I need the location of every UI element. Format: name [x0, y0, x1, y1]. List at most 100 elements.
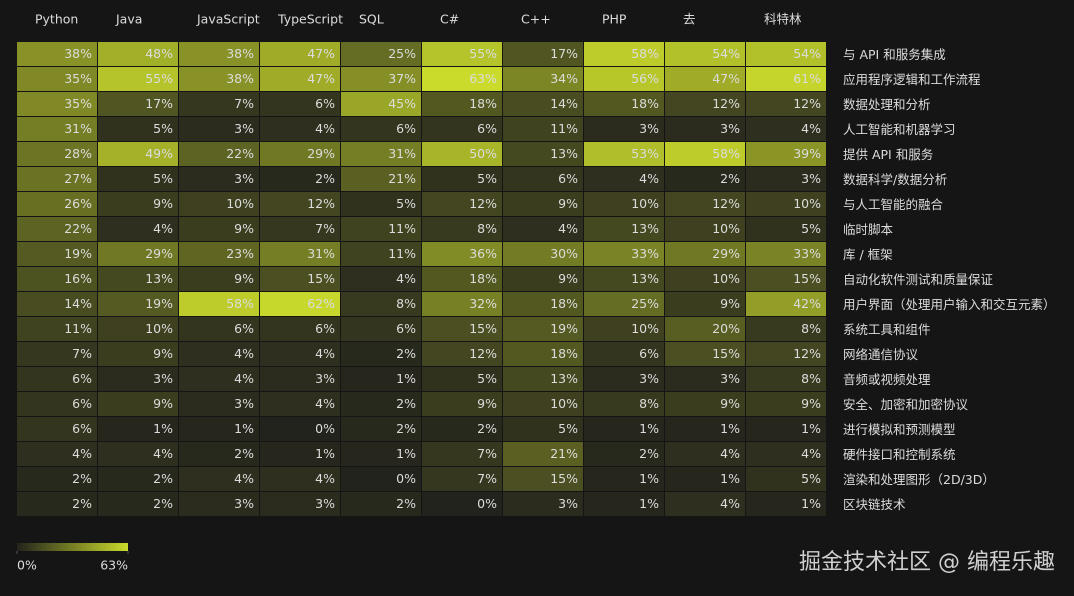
- cell-label: 15%: [712, 346, 740, 361]
- cell: [503, 467, 583, 491]
- cell: [665, 217, 745, 241]
- cell-label: 18%: [469, 271, 497, 286]
- cell: [665, 142, 745, 166]
- cell: [584, 67, 664, 91]
- cell: [746, 367, 826, 391]
- cell-label: 3%: [315, 496, 335, 511]
- cell: [98, 242, 178, 266]
- cell-label: 3%: [234, 396, 254, 411]
- cell-label: 54%: [793, 46, 821, 61]
- cell: [665, 42, 745, 66]
- cell: [665, 67, 745, 91]
- row-label: 应用程序逻辑和工作流程: [843, 72, 981, 87]
- cell-label: 10%: [631, 321, 659, 336]
- watermark: 掘金技术社区 @ 编程乐趣: [799, 550, 1055, 575]
- cell: [503, 417, 583, 441]
- cell: [98, 417, 178, 441]
- cell-label: 4%: [234, 471, 254, 486]
- column-label: Python: [35, 12, 78, 27]
- cell-label: 1%: [639, 496, 659, 511]
- cell-label: 28%: [64, 146, 92, 161]
- cell-label: 9%: [153, 396, 173, 411]
- cell-label: 63%: [469, 71, 497, 86]
- cell: [98, 42, 178, 66]
- cell: [179, 167, 259, 191]
- cell: [341, 67, 421, 91]
- cell-label: 11%: [550, 121, 578, 136]
- cell-label: 42%: [793, 296, 821, 311]
- cell-label: 18%: [550, 296, 578, 311]
- cell: [584, 242, 664, 266]
- cell: [260, 392, 340, 416]
- cell-label: 2%: [153, 496, 173, 511]
- cell: [260, 492, 340, 516]
- cell: [584, 292, 664, 316]
- cell: [17, 492, 97, 516]
- cell-label: 53%: [631, 146, 659, 161]
- cell: [584, 467, 664, 491]
- cell: [17, 167, 97, 191]
- cell: [341, 217, 421, 241]
- cell: [746, 67, 826, 91]
- cell-label: 1%: [639, 421, 659, 436]
- cell: [341, 92, 421, 116]
- cell-label: 1%: [315, 446, 335, 461]
- cell-label: 18%: [550, 346, 578, 361]
- cell-label: 8%: [801, 371, 821, 386]
- cell: [179, 467, 259, 491]
- cell: [503, 192, 583, 216]
- row-label: 人工智能和机器学习: [843, 122, 956, 137]
- cell-label: 10%: [226, 196, 254, 211]
- cell: [746, 42, 826, 66]
- cell-label: 50%: [469, 146, 497, 161]
- cell-label: 5%: [477, 171, 497, 186]
- cell: [260, 467, 340, 491]
- cell-label: 31%: [307, 246, 335, 261]
- row-label: 区块链技术: [843, 497, 906, 512]
- cell: [260, 242, 340, 266]
- cell: [179, 417, 259, 441]
- cell: [503, 292, 583, 316]
- cell-label: 2%: [396, 346, 416, 361]
- cell-label: 29%: [307, 146, 335, 161]
- cell-label: 22%: [226, 146, 254, 161]
- cell: [260, 292, 340, 316]
- cell-label: 7%: [477, 446, 497, 461]
- cell: [17, 442, 97, 466]
- cell-label: 5%: [801, 221, 821, 236]
- cell-label: 61%: [793, 71, 821, 86]
- cell-label: 34%: [550, 71, 578, 86]
- cell-label: 39%: [793, 146, 821, 161]
- cell: [422, 492, 502, 516]
- cell: [179, 367, 259, 391]
- cell: [341, 442, 421, 466]
- cell: [746, 317, 826, 341]
- cell-label: 26%: [64, 196, 92, 211]
- row-label: 音频或视频处理: [843, 372, 931, 387]
- row-label: 库 / 框架: [843, 247, 893, 262]
- cell-label: 8%: [801, 321, 821, 336]
- cell-label: 6%: [639, 346, 659, 361]
- cell-label: 31%: [388, 146, 416, 161]
- cell: [665, 317, 745, 341]
- cell-label: 47%: [307, 46, 335, 61]
- cell: [341, 242, 421, 266]
- column-label: C++: [521, 12, 551, 27]
- cell-label: 33%: [631, 246, 659, 261]
- cell-label: 3%: [639, 371, 659, 386]
- cell-label: 15%: [307, 271, 335, 286]
- cell: [98, 192, 178, 216]
- cell: [503, 442, 583, 466]
- cell: [746, 467, 826, 491]
- row-label: 用户界面（处理用户输入和交互元素）: [843, 297, 1056, 312]
- cell: [584, 217, 664, 241]
- cell-label: 6%: [396, 321, 416, 336]
- row-label: 提供 API 和服务: [843, 147, 933, 162]
- cell-label: 9%: [558, 271, 578, 286]
- cell: [422, 42, 502, 66]
- cell-label: 6%: [234, 321, 254, 336]
- cell-label: 58%: [712, 146, 740, 161]
- cell-label: 4%: [801, 446, 821, 461]
- cell: [260, 67, 340, 91]
- cell-label: 1%: [801, 496, 821, 511]
